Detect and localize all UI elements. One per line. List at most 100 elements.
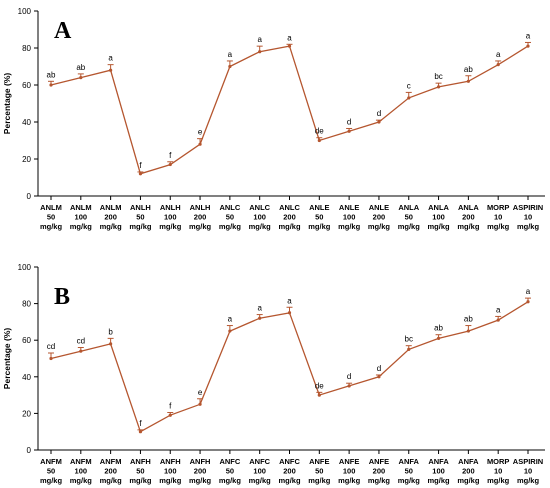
x-tick-label: ANFC 200 mg/kg (278, 457, 301, 485)
x-tick-label: ANLE 200 mg/kg (368, 203, 391, 231)
x-tick-label: ANFM 50 mg/kg (40, 457, 63, 485)
data-point (466, 329, 470, 333)
x-tick-label: ANFA 100 mg/kg (428, 457, 451, 485)
y-axis-label: Percentage (%) (2, 73, 12, 135)
data-point (198, 142, 202, 146)
series-line (50, 301, 529, 433)
x-tick-label: ANFC 50 mg/kg (219, 457, 242, 485)
significance-label: a (496, 305, 501, 314)
data-point (79, 349, 83, 353)
significance-label: e (198, 388, 203, 397)
y-tick-label: 100 (18, 7, 32, 16)
x-tick-label: MORP 10 mg/kg (487, 457, 510, 485)
x-tick-label: ANLM 100 mg/kg (70, 203, 93, 231)
x-tick-label: ANLA 50 mg/kg (398, 203, 421, 231)
data-point (168, 413, 172, 417)
data-point (347, 384, 351, 388)
significance-label: a (496, 50, 501, 59)
x-tick-label: ASPIRIN 10 mg/kg (513, 457, 543, 485)
y-tick-label: 80 (22, 300, 31, 309)
x-tick-label: ANLM 50 mg/kg (40, 203, 63, 231)
y-tick-label: 60 (22, 81, 31, 90)
data-point (228, 64, 232, 69)
x-tick-label: ANFM 100 mg/kg (70, 457, 93, 485)
y-tick-label: 100 (18, 263, 32, 272)
data-point (377, 375, 381, 379)
data-point (49, 83, 53, 87)
significance-label: ab (464, 315, 473, 324)
x-tick-label: ANLE 50 mg/kg (308, 203, 331, 231)
panel-label: A (54, 18, 72, 44)
y-tick-label: 80 (22, 44, 31, 53)
y-tick-label: 0 (27, 192, 32, 201)
significance-label: ab (464, 65, 473, 74)
data-point (287, 311, 292, 315)
data-point (168, 162, 172, 167)
x-tick-label: ANLM 200 mg/kg (100, 203, 123, 231)
x-tick-label: ANFE 200 mg/kg (368, 457, 391, 485)
significance-label: a (228, 315, 233, 324)
x-tick-label: ASPIRIN 10 mg/kg (513, 203, 543, 231)
x-tick-label: ANFA 50 mg/kg (398, 457, 421, 485)
significance-label: cd (77, 337, 85, 346)
data-point (138, 430, 143, 434)
x-tick-label: ANFH 100 mg/kg (159, 457, 182, 485)
significance-label: a (257, 304, 262, 313)
data-point (258, 50, 262, 54)
significance-label: ab (434, 324, 443, 333)
y-tick-label: 20 (22, 155, 31, 164)
x-tick-label: ANFH 200 mg/kg (189, 457, 212, 485)
significance-label: bc (405, 335, 413, 344)
data-point (317, 138, 321, 143)
data-point (526, 300, 530, 304)
data-point (79, 76, 83, 80)
data-point (347, 129, 351, 133)
data-point (228, 329, 232, 333)
x-tick-label: ANLH 50 mg/kg (129, 203, 152, 231)
x-tick-label: ANLC 100 mg/kg (249, 203, 272, 231)
x-tick-label: ANLH 200 mg/kg (189, 203, 212, 231)
data-point (436, 85, 441, 89)
chart-panel-a: 0 20 40 60 80 100 Percentage (%) A ANLM 50 mg/kg AN… (2, 7, 545, 231)
y-tick-label: 60 (22, 336, 31, 345)
x-tick-label: ANFA 200 mg/kg (457, 457, 480, 485)
significance-label: f (139, 161, 142, 170)
significance-label: de (315, 381, 324, 390)
data-point (109, 342, 113, 346)
data-point (496, 318, 500, 322)
data-point (258, 316, 262, 320)
significance-label: f (169, 401, 172, 410)
x-tick-label: MORP 10 mg/kg (487, 203, 510, 231)
data-point (198, 402, 202, 406)
significance-label: a (287, 296, 292, 305)
y-tick-label: 20 (22, 409, 31, 418)
x-tick-label: ANFE 100 mg/kg (338, 457, 361, 485)
significance-label: de (315, 127, 324, 136)
data-point (436, 336, 441, 340)
data-point (466, 79, 470, 83)
data-point (138, 172, 143, 176)
x-tick-label: ANLA 200 mg/kg (457, 203, 480, 231)
significance-label: d (377, 109, 381, 118)
significance-label: d (347, 117, 351, 126)
x-tick-label: ANFM 200 mg/kg (100, 457, 123, 485)
panel-label: B (54, 284, 70, 310)
x-tick-label: ANFH 50 mg/kg (129, 457, 152, 485)
data-point (377, 120, 381, 124)
significance-label: d (347, 372, 351, 381)
data-point (407, 96, 411, 100)
x-tick-label: ANLE 100 mg/kg (338, 203, 361, 231)
significance-label: bc (434, 72, 442, 81)
x-tick-label: ANLH 100 mg/kg (159, 203, 182, 231)
data-point (109, 68, 113, 72)
significance-label: a (287, 33, 292, 42)
y-tick-label: 40 (22, 373, 31, 382)
x-tick-label: ANLA 100 mg/kg (428, 203, 451, 231)
data-point (287, 44, 292, 48)
significance-label: f (139, 419, 142, 428)
data-point (496, 63, 500, 67)
significance-label: cd (47, 342, 55, 351)
y-tick-label: 0 (27, 446, 32, 455)
significance-label: a (526, 287, 531, 296)
